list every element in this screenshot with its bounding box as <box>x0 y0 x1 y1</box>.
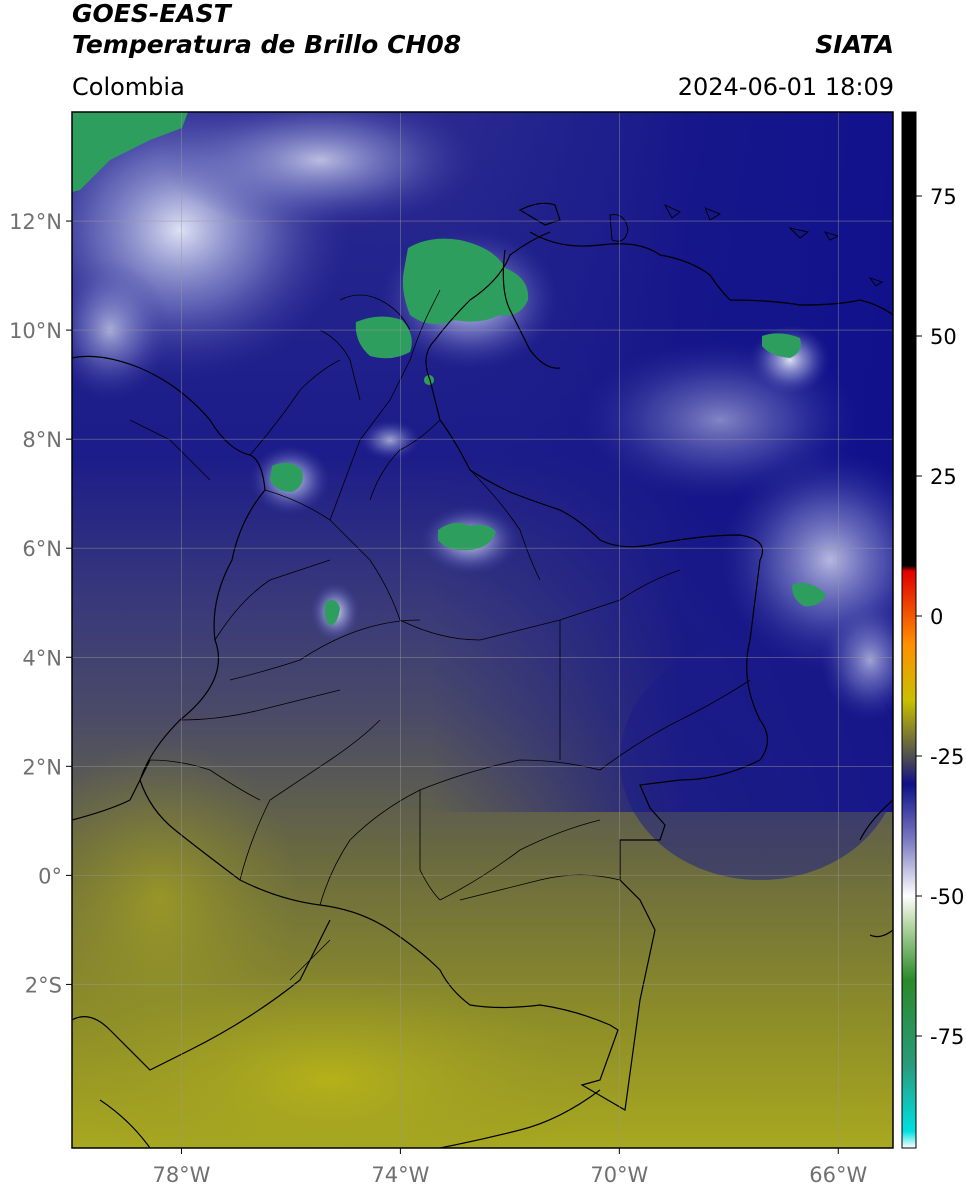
product-title: Temperatura de Brillo CH08 <box>72 30 462 59</box>
lat-tick-label: 2°S <box>25 973 62 997</box>
colorbar-tick-label: 25 <box>930 465 957 489</box>
timestamp-label: 2024-06-01 18:09 <box>677 73 894 101</box>
islands <box>609 204 884 287</box>
lat-tick-label: 0° <box>38 864 62 888</box>
lon-tick-label: 78°W <box>152 1163 210 1187</box>
colorbar-ticks: 75 50 25 0 -25 -50 -75 <box>916 185 964 1049</box>
lat-tick-label: 8°N <box>22 428 62 452</box>
region-label: Colombia <box>72 73 185 101</box>
organization-label: SIATA <box>815 30 894 59</box>
colorbar-tick-label: 0 <box>930 605 943 629</box>
department-borders <box>129 289 751 981</box>
lat-tick-label: 2°N <box>22 755 62 779</box>
graticule <box>72 112 893 1148</box>
country-borders <box>72 202 893 1148</box>
satellite-title: GOES-EAST <box>72 0 231 28</box>
colorbar-scale <box>901 111 917 1149</box>
latitude-ticks: 12°N 10°N 8°N 6°N 4°N 2°N 0° 2°S <box>9 210 72 997</box>
colorbar: 75 50 25 0 -25 -50 -75 <box>901 111 964 1149</box>
lat-tick-label: 4°N <box>22 646 62 670</box>
lon-tick-label: 74°W <box>371 1163 429 1187</box>
lon-tick-label: 66°W <box>809 1163 867 1187</box>
lat-tick-label: 6°N <box>22 537 62 561</box>
colorbar-tick-label: -25 <box>930 745 964 769</box>
lat-tick-label: 10°N <box>9 319 62 343</box>
map-frame <box>71 111 894 1149</box>
colorbar-tick-label: -75 <box>930 1025 964 1049</box>
colorbar-tick-label: 50 <box>930 325 957 349</box>
lon-tick-label: 70°W <box>590 1163 648 1187</box>
colorbar-tick-label: 75 <box>930 185 957 209</box>
lat-tick-label: 12°N <box>9 210 62 234</box>
longitude-ticks: 78°W 74°W 70°W 66°W <box>152 1148 867 1187</box>
satellite-image <box>72 112 893 1148</box>
colorbar-tick-label: -50 <box>930 885 964 909</box>
